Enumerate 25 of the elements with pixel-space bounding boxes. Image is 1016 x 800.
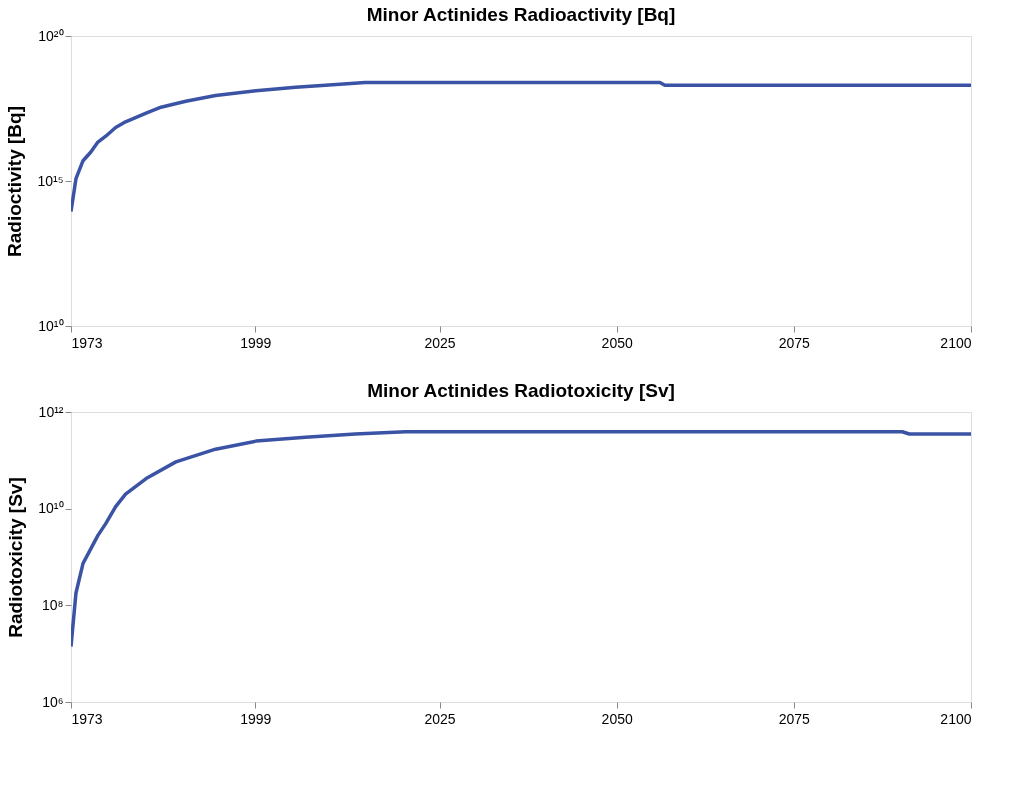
- chart-title: Minor Actinides Radiotoxicity [Sv]: [367, 380, 675, 401]
- x-tick-label: 2075: [778, 334, 811, 351]
- chart-title: Minor Actinides Radioactivity [Bq]: [366, 4, 676, 25]
- y-tick-label: 10²⁰: [38, 27, 64, 44]
- y-tick-label: 10⁸: [42, 596, 64, 613]
- x-tick-label: 2050: [601, 334, 633, 351]
- y-tick-label: 10¹⁰: [38, 500, 64, 517]
- y-tick-label: 10⁶: [42, 693, 64, 710]
- x-tick-label: 1973: [71, 334, 103, 351]
- x-tick-label: 2050: [601, 710, 633, 727]
- x-tick-label: 1999: [240, 710, 272, 727]
- y-tick-label: 10¹²: [38, 403, 64, 420]
- y-axis-title: Radioctivity [Bq]: [4, 106, 26, 257]
- y-tick-label: 10¹⁵: [37, 172, 64, 189]
- x-tick-label: 1999: [240, 334, 272, 351]
- x-tick-label: 2075: [778, 710, 811, 727]
- y-axis-title: Radiotoxicity [Sv]: [5, 477, 27, 638]
- line-series: [71, 80, 971, 214]
- x-tick-label: 2100: [940, 334, 972, 351]
- line-series: [71, 430, 971, 649]
- x-tick-label: 2025: [424, 710, 456, 727]
- x-tick-label: 2025: [424, 334, 456, 351]
- y-tick-label: 10¹⁰: [38, 317, 64, 334]
- x-tick-label: 1973: [71, 710, 103, 727]
- x-tick-label: 2100: [940, 710, 972, 727]
